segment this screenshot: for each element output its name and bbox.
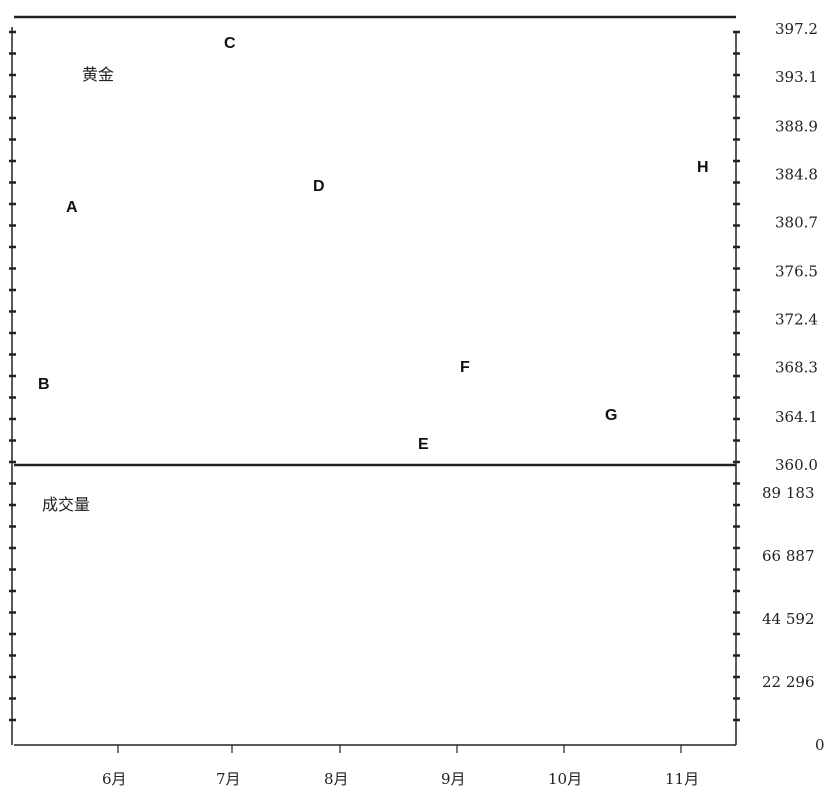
month-label: 11月 xyxy=(665,770,699,788)
point-label-g: G xyxy=(605,407,617,424)
volume-axis-label: 66 887 xyxy=(762,547,815,565)
volume-axis-label: 44 592 xyxy=(762,610,815,628)
price-axis-label: 360.0 xyxy=(775,456,818,474)
chart-frame xyxy=(9,15,740,753)
price-axis-label: 376.5 xyxy=(775,263,818,281)
volume-axis-label: 22 296 xyxy=(762,673,815,691)
price-axis-label: 388.9 xyxy=(775,117,818,135)
price-axis-label: 372.4 xyxy=(775,311,818,329)
price-axis-label: 384.8 xyxy=(775,165,818,183)
month-label: 9月 xyxy=(441,770,466,788)
volume-panel-title: 成交量 xyxy=(42,495,90,514)
point-label-h: H xyxy=(697,159,709,176)
month-label: 6月 xyxy=(102,770,127,788)
volume-axis-label: 0 xyxy=(815,736,825,754)
point-label-a: A xyxy=(66,199,78,216)
month-label: 7月 xyxy=(216,770,241,788)
point-label-c: C xyxy=(224,35,236,52)
price-axis-label: 364.1 xyxy=(775,408,818,426)
price-panel-title: 黄金 xyxy=(82,65,114,84)
chart-text: 397.2 393.1 388.9 384.8 380.7 376.5 372.4 368.3… xyxy=(38,20,825,788)
price-axis-label: 393.1 xyxy=(775,68,818,86)
point-label-e: E xyxy=(418,436,429,453)
month-label: 10月 xyxy=(548,770,582,788)
volume-axis-label: 89 183 xyxy=(762,484,815,502)
point-label-d: D xyxy=(313,178,325,195)
price-axis-label: 368.3 xyxy=(775,359,818,377)
point-label-b: B xyxy=(38,376,50,393)
price-axis-label: 380.7 xyxy=(775,213,818,231)
month-label: 8月 xyxy=(324,770,349,788)
point-label-f: F xyxy=(460,359,470,376)
price-axis-label: 397.2 xyxy=(775,20,818,38)
